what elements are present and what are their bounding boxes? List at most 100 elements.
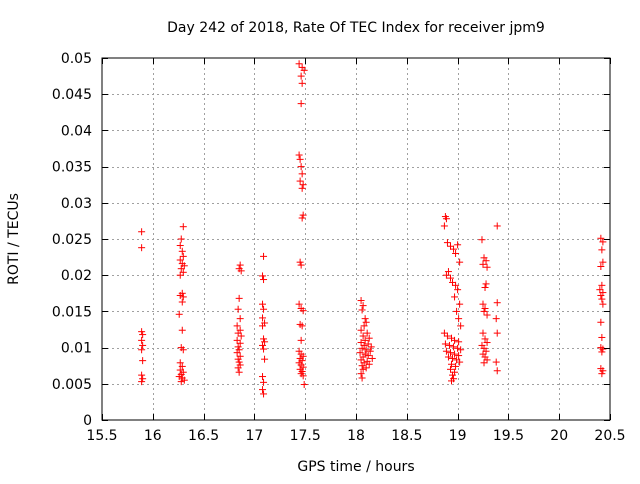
data-point bbox=[455, 352, 463, 360]
data-point bbox=[260, 345, 268, 353]
y-tick-label: 0 bbox=[83, 413, 92, 429]
data-point bbox=[259, 300, 267, 308]
data-point bbox=[493, 299, 501, 307]
data-point bbox=[236, 261, 244, 269]
data-point bbox=[448, 360, 456, 368]
data-point bbox=[599, 258, 607, 266]
data-point bbox=[362, 318, 370, 326]
data-point bbox=[456, 300, 464, 308]
data-point bbox=[455, 338, 463, 346]
data-point bbox=[483, 356, 491, 364]
y-tick-label: 0.04 bbox=[61, 123, 92, 139]
data-point bbox=[457, 346, 465, 354]
data-point bbox=[599, 345, 607, 353]
data-point bbox=[296, 258, 304, 266]
data-point bbox=[359, 332, 367, 340]
data-point bbox=[139, 331, 147, 339]
data-point bbox=[365, 360, 373, 368]
data-point bbox=[175, 310, 183, 318]
data-point bbox=[297, 100, 305, 108]
data-point bbox=[440, 329, 448, 337]
y-tick-label: 0.01 bbox=[61, 341, 92, 357]
data-point bbox=[482, 347, 490, 355]
data-point bbox=[456, 358, 464, 366]
axis-ticks bbox=[102, 58, 611, 421]
data-point bbox=[298, 170, 306, 178]
data-point bbox=[597, 263, 605, 271]
data-point bbox=[444, 353, 452, 361]
data-point bbox=[357, 370, 365, 378]
data-point bbox=[454, 286, 462, 294]
data-point bbox=[451, 336, 459, 344]
y-tick-label: 0.045 bbox=[52, 87, 92, 103]
data-point bbox=[235, 358, 243, 366]
data-point bbox=[479, 329, 487, 337]
data-point bbox=[442, 347, 450, 355]
data-point bbox=[359, 365, 367, 373]
data-point bbox=[483, 339, 491, 347]
data-point bbox=[482, 257, 490, 265]
data-point bbox=[443, 332, 451, 340]
data-point bbox=[480, 359, 488, 367]
data-point bbox=[365, 334, 373, 342]
data-point bbox=[177, 378, 185, 386]
data-point bbox=[139, 357, 147, 365]
data-point bbox=[260, 305, 268, 313]
y-tick-label: 0.03 bbox=[61, 196, 92, 212]
x-tick-label: 15.5 bbox=[86, 428, 117, 444]
data-point bbox=[366, 347, 374, 355]
data-point bbox=[295, 300, 303, 308]
data-point bbox=[179, 268, 187, 276]
data-point bbox=[597, 291, 605, 299]
data-point bbox=[178, 362, 186, 370]
data-point bbox=[368, 354, 376, 362]
data-point bbox=[597, 318, 605, 326]
data-point bbox=[364, 340, 372, 348]
data-point bbox=[138, 378, 146, 386]
data-point bbox=[139, 375, 147, 383]
data-point bbox=[295, 151, 303, 159]
data-point bbox=[298, 214, 306, 222]
data-point bbox=[367, 343, 375, 351]
data-point bbox=[300, 381, 308, 389]
data-point bbox=[295, 60, 303, 68]
data-point bbox=[457, 322, 465, 330]
data-point bbox=[259, 341, 267, 349]
data-point bbox=[179, 346, 187, 354]
data-point bbox=[234, 343, 242, 351]
data-point bbox=[260, 335, 268, 343]
data-point bbox=[449, 278, 457, 286]
x-tick-label: 19.5 bbox=[493, 428, 524, 444]
data-point bbox=[451, 350, 459, 358]
data-point bbox=[138, 371, 146, 379]
data-point bbox=[261, 338, 269, 346]
data-point bbox=[299, 211, 307, 219]
data-point bbox=[177, 235, 185, 243]
data-point bbox=[176, 291, 184, 299]
data-point bbox=[260, 276, 268, 284]
data-point bbox=[480, 307, 488, 315]
data-point bbox=[299, 181, 307, 189]
data-point bbox=[358, 362, 366, 370]
data-point bbox=[297, 336, 305, 344]
data-point bbox=[233, 322, 241, 330]
x-tick-labels: 15.5 16 16.5 17 17.5 18 18.5 19 19.5 20 20.5 bbox=[86, 428, 625, 444]
grid-lines bbox=[102, 58, 610, 420]
data-point bbox=[179, 223, 187, 231]
x-tick-label: 18 bbox=[347, 428, 365, 444]
data-point bbox=[446, 349, 454, 357]
y-tick-label: 0.015 bbox=[52, 304, 92, 320]
data-point bbox=[446, 365, 454, 373]
data-point bbox=[358, 306, 366, 314]
data-point bbox=[235, 368, 243, 376]
data-point bbox=[179, 252, 187, 260]
data-point bbox=[259, 322, 267, 330]
x-tick-label: 20.5 bbox=[594, 428, 625, 444]
data-point bbox=[481, 335, 489, 343]
y-tick-label: 0.025 bbox=[52, 232, 92, 248]
data-point bbox=[178, 247, 186, 255]
data-point bbox=[454, 344, 462, 352]
data-point bbox=[444, 268, 452, 276]
data-point bbox=[138, 228, 146, 236]
